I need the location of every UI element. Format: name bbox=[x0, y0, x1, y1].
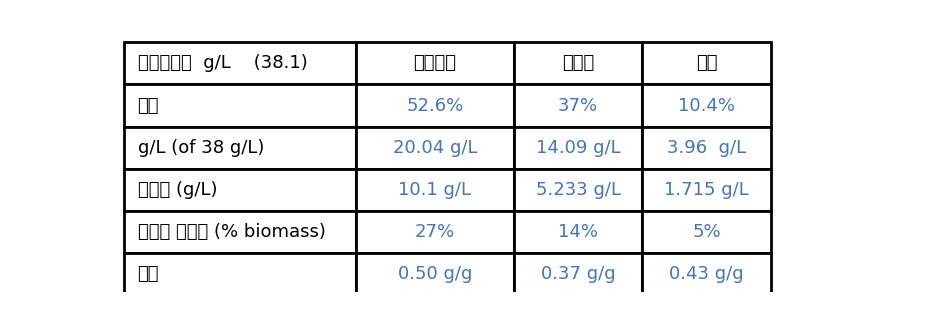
Bar bbox=[124, 169, 356, 211]
Text: 10.1 g/L: 10.1 g/L bbox=[398, 181, 471, 199]
Bar bbox=[643, 42, 771, 85]
Text: 14%: 14% bbox=[558, 223, 598, 241]
Text: 20.04 g/L: 20.04 g/L bbox=[392, 139, 477, 157]
Bar bbox=[356, 211, 514, 253]
Text: 14.09 g/L: 14.09 g/L bbox=[536, 139, 620, 157]
Bar bbox=[356, 253, 514, 295]
Bar bbox=[643, 169, 771, 211]
Text: 바이오매스  g/L    (38.1): 바이오매스 g/L (38.1) bbox=[137, 54, 307, 72]
Bar bbox=[356, 42, 514, 85]
Text: 1.715 g/L: 1.715 g/L bbox=[665, 181, 749, 199]
Text: 에너지 (g/L): 에너지 (g/L) bbox=[137, 181, 217, 199]
Text: 0.43 g/g: 0.43 g/g bbox=[669, 265, 744, 283]
Bar bbox=[514, 42, 643, 85]
Bar bbox=[124, 42, 356, 85]
Bar bbox=[124, 211, 356, 253]
Text: 함량: 함량 bbox=[137, 96, 159, 114]
Bar bbox=[124, 85, 356, 127]
Bar bbox=[514, 85, 643, 127]
Text: g/L (of 38 g/L): g/L (of 38 g/L) bbox=[137, 139, 264, 157]
Bar bbox=[356, 169, 514, 211]
Bar bbox=[643, 127, 771, 169]
Text: 10.4%: 10.4% bbox=[678, 96, 735, 114]
Text: 3.96  g/L: 3.96 g/L bbox=[667, 139, 746, 157]
Text: 5%: 5% bbox=[692, 223, 720, 241]
Text: 27%: 27% bbox=[414, 223, 455, 241]
Bar bbox=[514, 169, 643, 211]
Bar bbox=[514, 253, 643, 295]
Text: 단백질: 단백질 bbox=[562, 54, 594, 72]
Text: 37%: 37% bbox=[558, 96, 598, 114]
Bar bbox=[124, 127, 356, 169]
Bar bbox=[356, 85, 514, 127]
Bar bbox=[124, 253, 356, 295]
Bar bbox=[643, 253, 771, 295]
Text: 수율: 수율 bbox=[137, 265, 159, 283]
Bar bbox=[514, 211, 643, 253]
Text: 52.6%: 52.6% bbox=[406, 96, 464, 114]
Bar bbox=[356, 127, 514, 169]
Text: 탄수화물: 탄수화물 bbox=[413, 54, 456, 72]
Text: 5.233 g/L: 5.233 g/L bbox=[536, 181, 621, 199]
Bar bbox=[643, 85, 771, 127]
Text: 에너지 회수율 (% biomass): 에너지 회수율 (% biomass) bbox=[137, 223, 325, 241]
Text: 지질: 지질 bbox=[696, 54, 718, 72]
Text: 0.50 g/g: 0.50 g/g bbox=[397, 265, 472, 283]
Bar bbox=[514, 127, 643, 169]
Text: 0.37 g/g: 0.37 g/g bbox=[540, 265, 615, 283]
Bar bbox=[643, 211, 771, 253]
